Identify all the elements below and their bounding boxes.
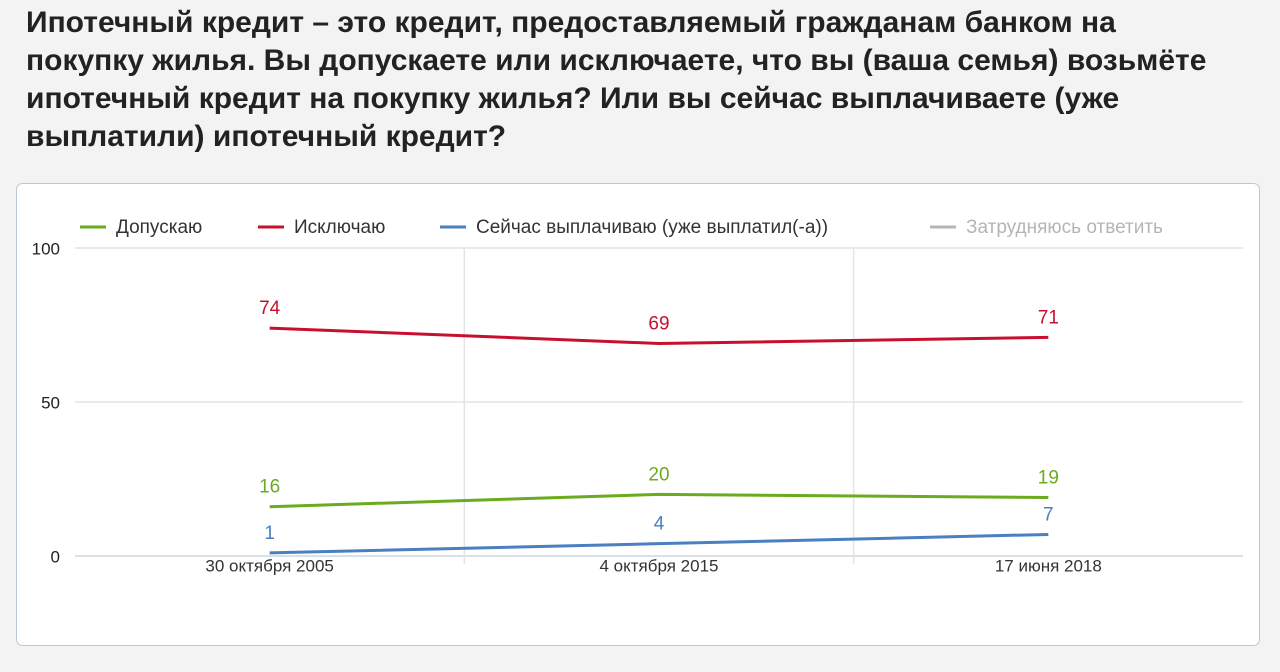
legend-label[interactable]: Сейчас выплачиваю (уже выплатил(-а)) [476, 217, 828, 238]
legend-label[interactable]: Допускаю [116, 217, 202, 238]
x-tick-label: 4 октября 2015 [600, 556, 719, 575]
data-label: 16 [259, 477, 280, 498]
series-line [269, 532, 1049, 555]
data-label: 4 [654, 514, 665, 535]
legend-label[interactable]: Исключаю [294, 217, 385, 238]
y-tick-label: 100 [32, 239, 60, 258]
data-label: 7 [1043, 504, 1054, 525]
x-tick-label: 30 октября 2005 [205, 556, 333, 575]
chart-panel [16, 183, 1260, 646]
series-line [269, 326, 1049, 345]
x-tick-label: 17 июня 2018 [995, 556, 1102, 575]
y-tick-label: 0 [51, 547, 60, 566]
data-label: 19 [1038, 467, 1059, 488]
data-label: 69 [648, 313, 669, 334]
legend-label[interactable]: Затрудняюсь ответить [966, 217, 1163, 238]
data-label: 20 [648, 464, 669, 485]
y-tick-label: 50 [41, 393, 60, 412]
series-line [269, 492, 1049, 509]
chart-title: Ипотечный кредит – это кредит, предостав… [26, 6, 1207, 153]
data-label: 74 [259, 298, 281, 319]
data-label: 71 [1038, 307, 1059, 328]
data-label: 1 [264, 523, 275, 544]
